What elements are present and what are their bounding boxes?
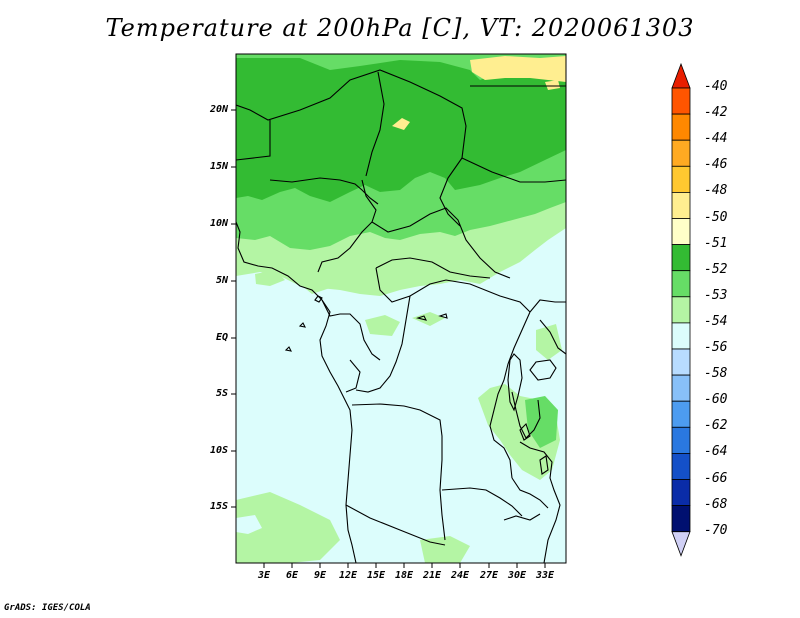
lat-label: 20N (209, 104, 228, 115)
colorbar-segment (671, 139, 691, 167)
colorbar-label: -70 (704, 522, 728, 538)
colorbar-segment (671, 452, 691, 480)
colorbar-label: -60 (704, 392, 728, 408)
colorbar-segment (671, 87, 691, 115)
lon-label: 33E (535, 570, 555, 581)
colorbar-label: -66 (704, 470, 728, 486)
colorbar-label: -44 (704, 131, 728, 147)
colorbar-label: -40 (704, 79, 728, 94)
colorbar-label: -58 (704, 366, 728, 382)
lon-label: 15E (366, 570, 386, 581)
colorbar-segment (671, 322, 691, 350)
lat-label: 10N (209, 218, 228, 229)
lat-label: 5N (215, 275, 228, 286)
axis-ticks (231, 109, 546, 568)
lat-label: EQ (215, 332, 228, 343)
colorbar-segment (671, 113, 691, 141)
lat-label: 15N (209, 161, 228, 172)
colorbar-label: -64 (704, 444, 728, 460)
shaded-field (236, 54, 566, 563)
country-borders (236, 69, 566, 563)
colorbar-segment (671, 165, 691, 193)
colorbar-label: -53 (704, 287, 728, 303)
lon-label: 12E (338, 570, 358, 581)
map-frame (235, 53, 567, 564)
colorbar-segment (671, 400, 691, 428)
lat-label: 10S (209, 445, 228, 456)
colorbar-top-arrow (671, 62, 691, 89)
colorbar-label: -51 (704, 235, 728, 251)
colorbar-label: -56 (704, 340, 728, 355)
colorbar-segment (671, 191, 691, 219)
lon-label: 9E (313, 570, 327, 581)
colorbar-label: -50 (704, 209, 728, 225)
colorbar-label: -52 (704, 261, 728, 277)
lon-label: 24E (450, 570, 470, 581)
colorbar-label: -54 (704, 313, 728, 329)
colorbar-segment (671, 505, 691, 533)
lon-label: 3E (257, 570, 271, 581)
colorbar-segment (671, 374, 691, 402)
colorbar-bottom-arrow (671, 531, 691, 557)
lon-label: 30E (507, 570, 527, 581)
colorbar-label: -46 (704, 157, 728, 173)
colorbar-label: -48 (704, 183, 728, 199)
colorbar-segment (671, 270, 691, 298)
credit-text: GrADS: IGES/COLA (4, 603, 91, 613)
lon-label: 18E (394, 570, 414, 581)
lon-label: 27E (479, 570, 499, 581)
lat-label: 5S (215, 388, 228, 399)
colorbar-segment (671, 218, 691, 246)
colorbar-segment (671, 296, 691, 324)
colorbar (671, 62, 691, 557)
colorbar-label: -68 (704, 496, 728, 512)
lon-label: 6E (285, 570, 299, 581)
colorbar-label: -42 (704, 105, 728, 121)
lat-label: 15S (209, 501, 228, 512)
colorbar-segment (671, 348, 691, 376)
lon-label: 21E (422, 570, 442, 581)
colorbar-segment (671, 479, 691, 507)
chart-title: Temperature at 200hPa [C], VT: 202006130… (105, 14, 695, 42)
colorbar-segment (671, 244, 691, 272)
colorbar-segment (671, 426, 691, 454)
colorbar-label: -62 (704, 418, 728, 434)
